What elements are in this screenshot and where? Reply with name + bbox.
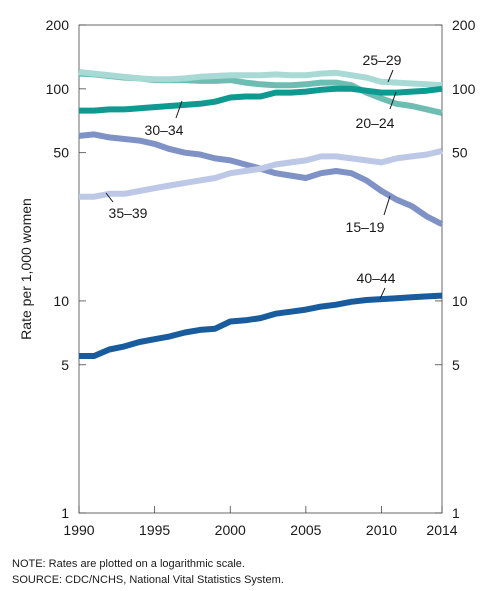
series-line-4 bbox=[79, 147, 443, 200]
y-tick-label-right: 50 bbox=[452, 145, 468, 161]
x-tick-label: 2014 bbox=[426, 522, 457, 538]
x-tick-label: 2010 bbox=[366, 522, 397, 538]
y-tick-label-left: 200 bbox=[46, 17, 70, 33]
x-axis: 1990 1995 2000 2005 2010 2014 bbox=[63, 506, 458, 538]
series-leader-5 bbox=[379, 287, 386, 300]
y-tick-label-left: 50 bbox=[53, 145, 69, 161]
y-tick-label-right: 200 bbox=[452, 17, 476, 33]
y-tick-label-left: 5 bbox=[61, 357, 69, 373]
series-line-2 bbox=[78, 69, 443, 89]
series-leader-4 bbox=[105, 192, 114, 203]
x-tick-label: 2000 bbox=[215, 522, 246, 538]
series-line-5 bbox=[79, 292, 443, 359]
series-leader-3 bbox=[175, 100, 183, 119]
series-label-5: 40–44 bbox=[357, 270, 396, 286]
y-tick-label-left: 10 bbox=[53, 293, 69, 309]
y-tick-label-right: 1 bbox=[452, 505, 460, 521]
series-leader-2 bbox=[387, 69, 394, 83]
x-tick-label: 1995 bbox=[139, 522, 170, 538]
series-label-1: 20–24 bbox=[356, 115, 395, 131]
series-label-0: 15–19 bbox=[346, 219, 385, 235]
series-labels: 15–19 20–24 25–29 30–34 35–39 40–44 bbox=[105, 52, 402, 300]
y-tick-label-right: 100 bbox=[452, 81, 476, 97]
series-leader-0 bbox=[383, 195, 391, 216]
series-label-4: 35–39 bbox=[109, 205, 148, 221]
y-tick-label-left: 100 bbox=[46, 81, 70, 97]
y-tick-label-right: 5 bbox=[452, 357, 460, 373]
note-text: NOTE: Rates are plotted on a logarithmic… bbox=[12, 558, 245, 570]
series-label-2: 25–29 bbox=[363, 52, 402, 68]
x-tick-label: 2005 bbox=[290, 522, 321, 538]
series-line-3 bbox=[79, 85, 443, 114]
x-tick-label: 1990 bbox=[63, 522, 94, 538]
y-axis-label: Rate per 1,000 women bbox=[18, 198, 34, 340]
series-label-3: 30–34 bbox=[145, 122, 184, 138]
source-text: SOURCE: CDC/NCHS, National Vital Statist… bbox=[12, 574, 284, 586]
y-tick-label-left: 1 bbox=[61, 505, 69, 521]
series-leader-1 bbox=[389, 91, 397, 110]
y-axis-left: 1 5 10 50 100 200 bbox=[46, 17, 86, 521]
plot-frame bbox=[78, 24, 443, 514]
series-lines bbox=[78, 69, 444, 359]
y-axis-right: 1 5 10 50 100 200 bbox=[435, 17, 476, 521]
y-tick-label-right: 10 bbox=[452, 293, 468, 309]
